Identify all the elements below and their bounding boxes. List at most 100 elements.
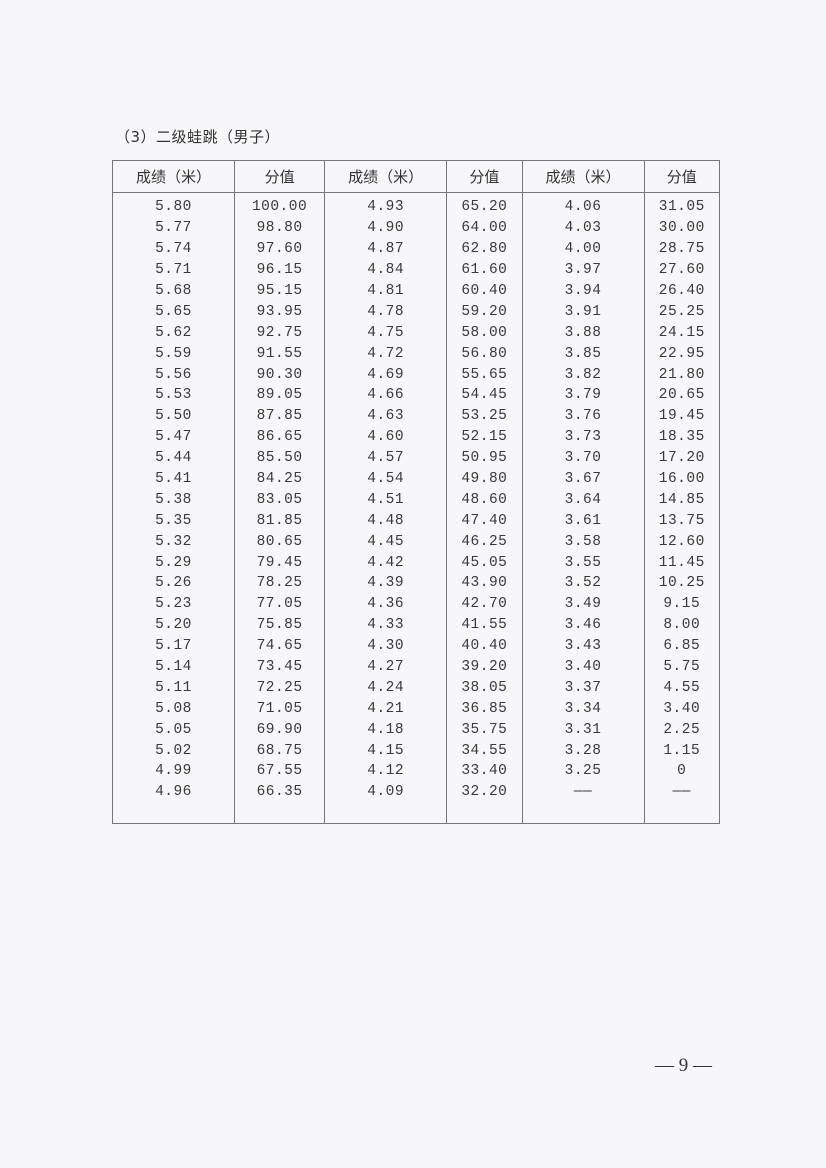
cell-points: 59.20 (446, 301, 523, 323)
cell-points: 43.90 (446, 573, 523, 594)
header-score-meters: 成绩（米） (324, 160, 448, 193)
cell-points: 53.25 (446, 405, 523, 427)
cell-score: 3.70 (521, 447, 645, 469)
cell-points: 55.65 (446, 364, 523, 386)
cell-score: 4.24 (324, 677, 448, 699)
cell-score: 5.02 (112, 740, 235, 762)
score-table: 成绩（米） 分值 成绩（米） 分值 成绩（米） 分值 5.80 100.00 4.9… (112, 160, 721, 824)
cell-points: 84.25 (233, 468, 326, 490)
cell-points: 91.55 (233, 343, 326, 365)
cell-score: 4.99 (112, 761, 235, 782)
cell-score: 3.64 (521, 489, 645, 511)
cell-points: 26.40 (643, 280, 721, 302)
cell-points: 90.30 (233, 364, 326, 386)
cell-score: 4.03 (521, 217, 645, 239)
cell-score: 4.42 (324, 552, 448, 574)
cell-points: 58.00 (446, 322, 523, 344)
cell-score: 3.37 (521, 677, 645, 699)
cell-score: 3.40 (521, 656, 645, 678)
table-row: 4.96 66.35 4.09 32.20 —— —— (112, 781, 721, 803)
cell-score: 4.06 (521, 192, 645, 218)
cell-points: 39.20 (446, 656, 523, 678)
cell-score: 5.71 (112, 259, 235, 281)
cell-points: 97.60 (233, 238, 326, 260)
cell-points: 2.25 (643, 719, 721, 741)
cell-score: 5.77 (112, 217, 235, 239)
cell-score: 3.28 (521, 740, 645, 762)
section-title: （3）二级蛙跳（男子） (115, 128, 281, 146)
cell-points: 80.65 (233, 531, 326, 553)
table-row: 4.99 67.55 4.12 33.40 3.25 0 (112, 761, 721, 782)
table-row: 5.14 73.45 4.27 39.20 3.40 5.75 (112, 656, 721, 678)
cell-score: 5.50 (112, 405, 235, 427)
table-row: 5.23 77.05 4.36 42.70 3.49 9.15 (112, 593, 721, 615)
cell-score: 5.80 (112, 192, 235, 218)
cell-points: 12.60 (643, 531, 721, 553)
cell-score: 4.66 (324, 385, 448, 406)
cell-points: 27.60 (643, 259, 721, 281)
cell-points: 33.40 (446, 761, 523, 782)
cell-points: 20.65 (643, 385, 721, 406)
cell-score: 5.62 (112, 322, 235, 344)
cell-points: 14.85 (643, 489, 721, 511)
cell-score: 4.09 (324, 781, 448, 803)
cell-points: 30.00 (643, 217, 721, 239)
cell-score: 4.60 (324, 426, 448, 448)
cell-score: 3.43 (521, 635, 645, 657)
cell-score: 5.53 (112, 385, 235, 406)
table-row: 5.05 69.90 4.18 35.75 3.31 2.25 (112, 719, 721, 741)
cell-points: 21.80 (643, 364, 721, 386)
table-row: 5.77 98.80 4.90 64.00 4.03 30.00 (112, 217, 721, 239)
header-points: 分值 (643, 160, 721, 193)
cell-score: 4.18 (324, 719, 448, 741)
cell-score: 5.23 (112, 593, 235, 615)
cell-score: 3.52 (521, 573, 645, 594)
cell-points: 41.55 (446, 614, 523, 636)
cell-score: 4.90 (324, 217, 448, 239)
table-header-row: 成绩（米） 分值 成绩（米） 分值 成绩（米） 分值 (112, 160, 721, 193)
cell-points: 61.60 (446, 259, 523, 281)
cell-points: 74.65 (233, 635, 326, 657)
cell-score: —— (521, 781, 645, 803)
cell-points: 81.85 (233, 510, 326, 532)
cell-score: 4.48 (324, 510, 448, 532)
cell-points: 71.05 (233, 698, 326, 720)
cell-score: 3.85 (521, 343, 645, 365)
cell-score: 3.97 (521, 259, 645, 281)
cell-points: 83.05 (233, 489, 326, 511)
empty-cell (521, 802, 645, 824)
cell-score: 3.46 (521, 614, 645, 636)
table-row: 5.53 89.05 4.66 54.45 3.79 20.65 (112, 385, 721, 406)
cell-score: 3.91 (521, 301, 645, 323)
header-points: 分值 (233, 160, 326, 193)
cell-score: 5.29 (112, 552, 235, 574)
cell-score: 5.17 (112, 635, 235, 657)
cell-score: 3.31 (521, 719, 645, 741)
cell-score: 5.65 (112, 301, 235, 323)
cell-points: 22.95 (643, 343, 721, 365)
cell-points: 11.45 (643, 552, 721, 574)
cell-score: 4.69 (324, 364, 448, 386)
cell-score: 5.59 (112, 343, 235, 365)
cell-score: 5.20 (112, 614, 235, 636)
cell-points: 100.00 (233, 192, 326, 218)
table-row: 5.50 87.85 4.63 53.25 3.76 19.45 (112, 405, 721, 427)
cell-score: 4.00 (521, 238, 645, 260)
cell-points: 31.05 (643, 192, 721, 218)
cell-score: 3.88 (521, 322, 645, 344)
cell-score: 5.68 (112, 280, 235, 302)
cell-points: 86.65 (233, 426, 326, 448)
cell-score: 4.72 (324, 343, 448, 365)
cell-points: 47.40 (446, 510, 523, 532)
cell-score: 4.21 (324, 698, 448, 720)
cell-score: 4.33 (324, 614, 448, 636)
cell-points: 25.25 (643, 301, 721, 323)
cell-score: 3.55 (521, 552, 645, 574)
cell-points: 72.25 (233, 677, 326, 699)
table-row: 5.38 83.05 4.51 48.60 3.64 14.85 (112, 489, 721, 511)
cell-points: 52.15 (446, 426, 523, 448)
cell-points: 4.55 (643, 677, 721, 699)
cell-points: 77.05 (233, 593, 326, 615)
empty-cell (324, 802, 448, 824)
cell-points: 10.25 (643, 573, 721, 594)
